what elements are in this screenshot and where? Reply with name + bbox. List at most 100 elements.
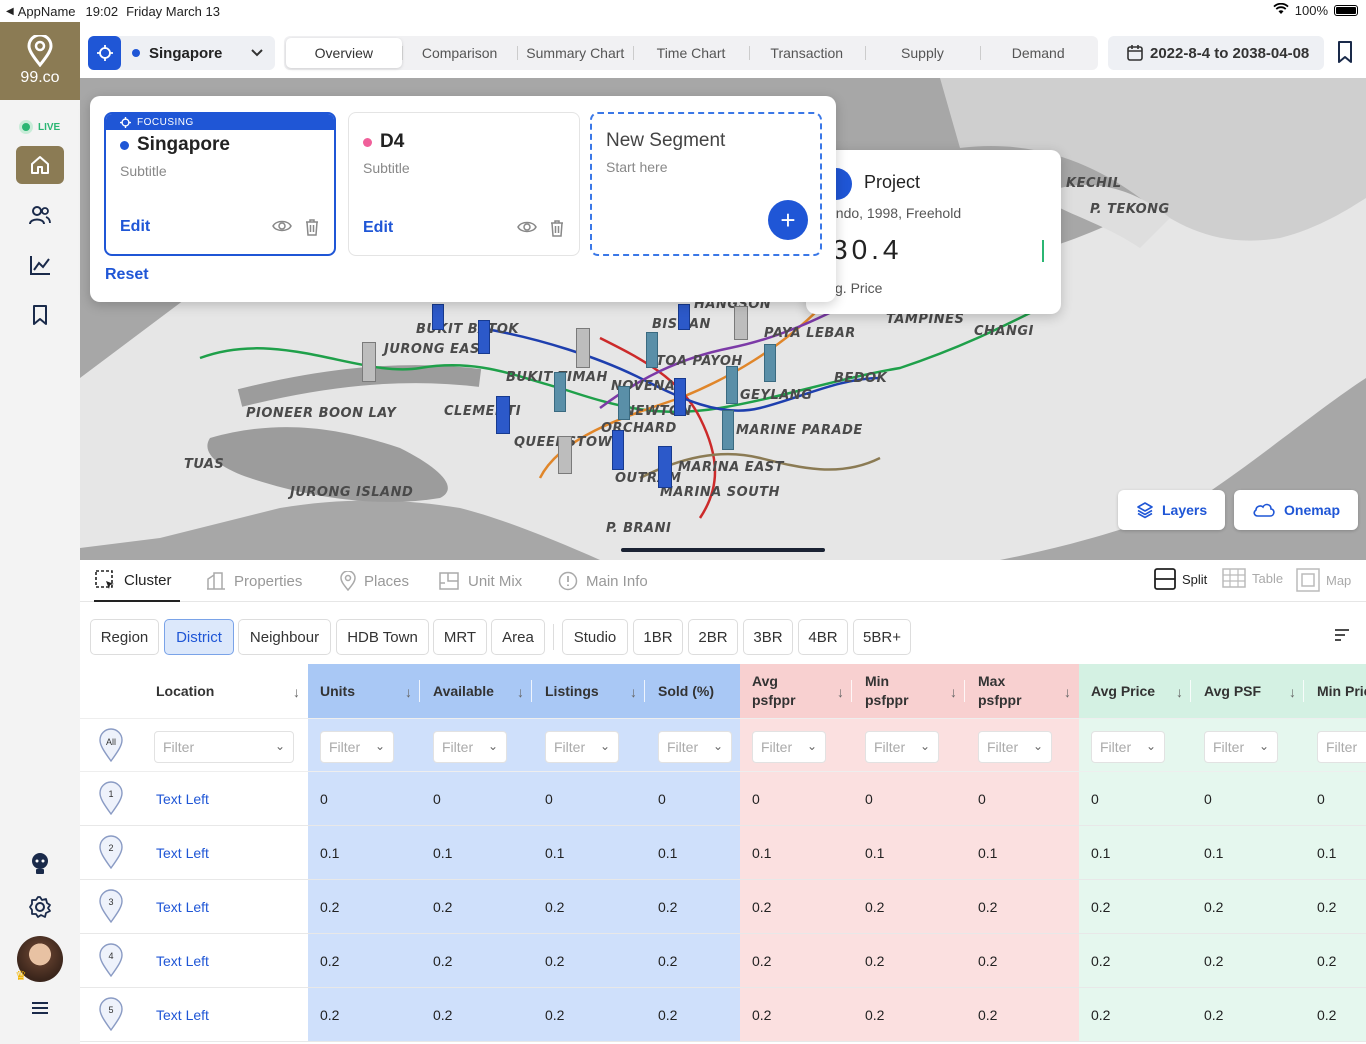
trash-icon[interactable] — [549, 219, 565, 237]
building-marker[interactable] — [726, 366, 738, 404]
table-row-location[interactable]: Text Left — [142, 772, 308, 826]
nav-users[interactable] — [16, 196, 64, 234]
nav-analytics[interactable] — [16, 246, 64, 284]
subtab-unit-mix[interactable]: Unit Mix — [438, 560, 522, 602]
chip-4br[interactable]: 4BR — [798, 619, 848, 655]
building-marker[interactable] — [554, 372, 566, 412]
chip-hdb-town[interactable]: HDB Town — [336, 619, 429, 655]
column-filter[interactable]: Filter ⌄ — [433, 731, 507, 763]
column-filter[interactable]: Filter ⌄ — [658, 731, 732, 763]
column-filter[interactable]: Filter ⌄ — [545, 731, 619, 763]
menu-button[interactable] — [30, 1000, 80, 1021]
building-marker[interactable] — [612, 430, 624, 470]
column-header[interactable]: Listings ↓ — [533, 664, 646, 718]
reset-button[interactable]: Reset — [105, 266, 149, 283]
layers-button[interactable]: Layers — [1118, 490, 1226, 530]
column-filter[interactable]: Filter ⌄ — [978, 731, 1052, 763]
subtab-main-info[interactable]: Main Info — [558, 560, 648, 602]
chip-2br[interactable]: 2BR — [688, 619, 738, 655]
segment-card-d4[interactable]: D4 Subtitle Edit — [348, 112, 580, 256]
sort-button[interactable] — [1334, 628, 1350, 647]
subtab-places[interactable]: Places — [340, 560, 409, 602]
date-range-button[interactable]: 2022-8-4 to 2038-04-08 — [1108, 36, 1324, 70]
settings-button[interactable] — [28, 895, 80, 924]
chip-1br[interactable]: 1BR — [633, 619, 683, 655]
tab-time-chart[interactable]: Time Chart — [633, 38, 749, 68]
trash-icon[interactable] — [304, 218, 320, 236]
edit-button[interactable]: Edit — [363, 219, 394, 236]
nav-bookmarks[interactable] — [16, 296, 64, 334]
building-marker[interactable] — [478, 320, 490, 354]
segment-card-singapore[interactable]: FOCUSING Singapore Subtitle Edit — [104, 112, 336, 256]
building-marker[interactable] — [734, 306, 748, 340]
location-header[interactable]: Location ↓ — [142, 664, 308, 718]
subtab-properties[interactable]: Properties — [206, 560, 302, 602]
chip-3br[interactable]: 3BR — [743, 619, 793, 655]
tab-demand[interactable]: Demand — [980, 38, 1096, 68]
chip-neighbour[interactable]: Neighbour — [238, 619, 331, 655]
table-row-location[interactable]: Text Left — [142, 934, 308, 988]
project-card[interactable]: Project ondo, 1998, Freehold 30.4 vg. Pr… — [806, 150, 1061, 314]
building-marker[interactable] — [658, 446, 672, 488]
building-marker[interactable] — [722, 410, 734, 450]
back-arrow-icon[interactable]: ◀ — [6, 5, 14, 17]
column-filter[interactable]: Filter ⌄ — [752, 731, 826, 763]
tab-supply[interactable]: Supply — [864, 38, 981, 68]
add-segment-button[interactable]: + — [768, 200, 808, 240]
column-filter[interactable]: Filter ⌄ — [1204, 731, 1278, 763]
edit-button[interactable]: Edit — [120, 218, 151, 235]
tab-comparison[interactable]: Comparison — [401, 38, 518, 68]
subtab-cluster[interactable]: Cluster — [94, 560, 180, 602]
pin-all[interactable]: All — [98, 728, 124, 763]
building-marker[interactable] — [678, 304, 690, 330]
building-marker[interactable] — [646, 332, 658, 368]
column-header[interactable]: Available ↓ — [421, 664, 533, 718]
column-header[interactable]: Units ↓ — [308, 664, 421, 718]
building-marker[interactable] — [674, 378, 686, 416]
column-header[interactable]: Min Pric — [1305, 664, 1366, 718]
row-pin-icon[interactable]: 5 — [98, 997, 124, 1032]
nav-home[interactable] — [16, 146, 64, 184]
column-header[interactable]: Avg psfppr ↓ — [740, 664, 853, 718]
column-header[interactable]: Max psfppr ↓ — [966, 664, 1079, 718]
eye-icon[interactable] — [517, 219, 537, 235]
column-filter[interactable]: Filter ⌄ — [865, 731, 939, 763]
row-pin-icon[interactable]: 1 — [98, 781, 124, 816]
row-pin-icon[interactable]: 2 — [98, 835, 124, 870]
back-app-label[interactable]: AppName — [17, 3, 76, 19]
tips-button[interactable] — [29, 852, 80, 881]
column-header[interactable]: Avg Price ↓ — [1079, 664, 1192, 718]
row-pin-icon[interactable]: 3 — [98, 889, 124, 924]
chip-district[interactable]: District — [164, 619, 234, 655]
chip-mrt[interactable]: MRT — [433, 619, 487, 655]
new-segment-card[interactable]: New Segment Start here + — [590, 112, 822, 256]
column-filter[interactable]: Filter ⌄ — [1091, 731, 1165, 763]
app-logo[interactable]: 99.co — [0, 22, 80, 100]
view-table[interactable]: Table — [1222, 568, 1283, 588]
building-marker[interactable] — [618, 386, 630, 420]
building-marker[interactable] — [362, 342, 376, 382]
bookmark-button[interactable] — [1336, 40, 1354, 69]
column-filter[interactable]: Filter — [1317, 731, 1366, 763]
chip-region[interactable]: Region — [90, 619, 159, 655]
chip-5br-plus[interactable]: 5BR+ — [853, 619, 911, 655]
view-split[interactable]: Split — [1154, 568, 1207, 590]
user-avatar[interactable]: ♛ — [15, 936, 63, 983]
tab-overview[interactable]: Overview — [286, 38, 402, 68]
building-marker[interactable] — [558, 436, 572, 474]
view-map[interactable]: Map — [1296, 568, 1351, 592]
location-filter[interactable]: Filter ⌄ — [154, 731, 294, 763]
tab-summary-chart[interactable]: Summary Chart — [517, 38, 633, 68]
location-selector[interactable]: Singapore — [88, 36, 275, 70]
building-marker[interactable] — [496, 396, 510, 434]
tab-transaction[interactable]: Transaction — [748, 38, 865, 68]
split-drag-handle[interactable] — [621, 548, 825, 552]
column-header[interactable]: Avg PSF ↓ — [1192, 664, 1305, 718]
column-filter[interactable]: Filter ⌄ — [320, 731, 394, 763]
chip-area[interactable]: Area — [491, 619, 545, 655]
table-row-location[interactable]: Text Left — [142, 988, 308, 1042]
table-row-location[interactable]: Text Left — [142, 826, 308, 880]
table-row-location[interactable]: Text Left — [142, 880, 308, 934]
building-marker[interactable] — [432, 304, 444, 330]
building-marker[interactable] — [576, 328, 590, 368]
